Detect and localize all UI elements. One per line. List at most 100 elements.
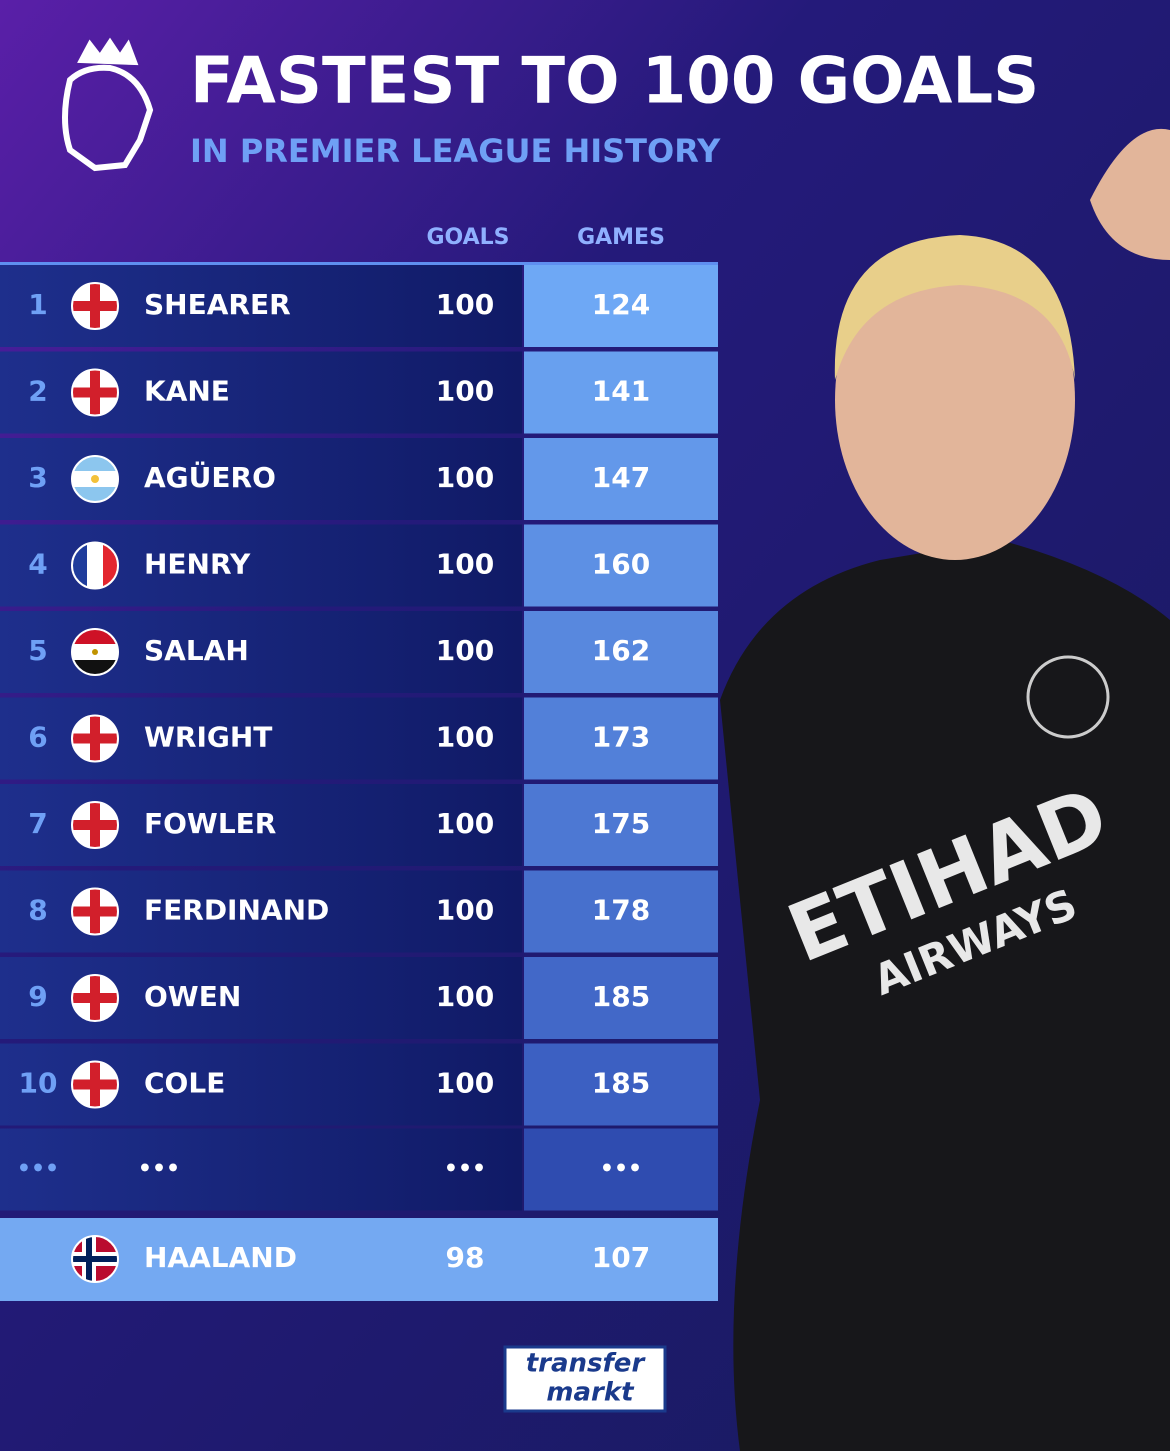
flag-part [90,802,100,848]
flag [71,628,119,676]
games: 160 [592,548,650,581]
games: 141 [592,375,650,408]
games-cell [524,784,718,866]
goals: 100 [436,721,494,754]
column-header: GAMES [577,225,665,250]
flag-border [71,801,119,849]
flag-art [72,802,118,848]
rank: 9 [28,980,47,1013]
rank: 7 [28,807,47,840]
flag-border [71,282,119,330]
ellipsis: ••• [600,1157,642,1182]
highlight-row [0,1218,718,1301]
rank: 8 [28,894,47,927]
flag-part [90,1061,100,1108]
player-name: SHEARER [144,288,291,321]
games-cell [524,870,718,953]
transfermarkt-logo: transfer markt [503,1345,667,1413]
player-photo: ETIHAD AIRWAYS [720,128,1170,1451]
rank: 5 [28,634,47,667]
flag [71,368,119,417]
flag [71,887,119,936]
flag [71,974,119,1022]
rank: 3 [28,461,47,494]
flag-part [91,475,99,483]
flag [71,282,119,330]
games: 124 [592,288,650,321]
games-cell [524,351,718,434]
flag-art [72,1061,118,1108]
games-cell [524,438,718,520]
flag [71,1235,119,1283]
games: 175 [592,807,650,840]
goals: 100 [436,548,494,581]
goals: 100 [436,634,494,667]
flag-border [71,1060,119,1109]
table: GOALS GAMES 1 SHEARER 100 124 2 KANE 100 141 3 AGÜE… [0,225,718,1301]
flag-border [71,887,119,936]
player-name: KANE [144,375,230,408]
player-name: OWEN [144,980,241,1013]
goals: 100 [436,461,494,494]
player-name: HENRY [144,548,251,581]
subtitle: IN PREMIER LEAGUE HISTORY [190,132,721,170]
logo-bottom: markt [546,1378,635,1408]
flag [71,801,119,849]
flag-art [72,369,118,416]
goals: 98 [446,1241,485,1274]
goals: 100 [436,807,494,840]
games: 147 [592,461,650,494]
ellipsis: ••• [444,1157,486,1182]
column-header: GOALS [426,225,509,250]
player-name: SALAH [144,634,249,667]
ellipsis: ••• [17,1157,59,1182]
pl-logo [62,37,154,172]
flag-part [87,542,103,589]
player-name: FOWLER [144,807,276,840]
flag-part [90,369,100,416]
flag-art [72,975,118,1021]
player-name: FERDINAND [144,894,329,927]
flag [71,541,119,590]
header-rule [0,262,718,265]
flag-part [90,975,100,1021]
player-name: AGÜERO [144,460,276,494]
games: 107 [592,1241,650,1274]
row-background [0,1128,522,1211]
goals: 100 [436,980,494,1013]
games: 185 [592,1067,650,1100]
rank: 1 [28,288,47,321]
flag-border [71,368,119,417]
flag-part [72,1256,118,1262]
rank: 6 [28,721,47,754]
games-cell [524,957,718,1039]
games-cell [524,524,718,607]
flag-art [72,888,118,935]
games: 173 [592,721,650,754]
flag-part [90,888,100,935]
title: FASTEST TO 100 GOALS [190,45,1039,119]
flag-art [72,456,118,502]
flag-part [92,649,98,655]
logo-top: transfer [526,1349,647,1379]
games: 178 [592,894,650,927]
player-name: COLE [144,1067,225,1100]
ellipsis: ••• [138,1157,180,1182]
flag-art [72,1236,118,1282]
games: 185 [592,980,650,1013]
games: 162 [592,634,650,667]
flag [71,1060,119,1109]
flag-border [71,1235,119,1283]
flag-border [71,455,119,503]
flag-part [90,715,100,762]
goals: 100 [436,375,494,408]
flag [71,455,119,503]
flag-part [90,283,100,329]
games-cell [524,265,718,347]
games-cell [524,1128,718,1211]
flag-part [86,1236,92,1282]
goals: 100 [436,894,494,927]
flag-border [71,628,119,676]
flag-border [71,541,119,590]
